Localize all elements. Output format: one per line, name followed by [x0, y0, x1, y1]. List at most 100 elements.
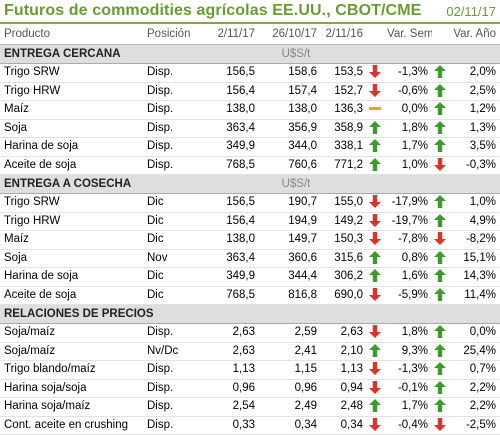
table-row: Trigo HRW Disp. 156,4 157,4 152,7 -0,6% 2,5%: [0, 82, 500, 101]
cell-producto: Harina soja/soja: [0, 379, 143, 398]
section-title: ENTREGA CERCANA: [0, 44, 209, 64]
arrow-up-icon: [434, 65, 446, 79]
cell-producto: Soja/maíz: [0, 342, 143, 361]
cell-value-current: 349,9: [209, 267, 259, 287]
cell-value-current: 2,54: [209, 397, 259, 417]
cell-posicion: Disp.: [143, 416, 209, 435]
cell-value-current: 156,4: [209, 212, 259, 231]
cell-value-year-ago: 306,2: [321, 267, 367, 287]
cell-posicion: Disp.: [143, 137, 209, 157]
column-header-var-sem: Var. Sem.: [383, 24, 432, 45]
cell-value-year-ago: 0,94: [321, 379, 367, 398]
arrow-down-icon: [369, 213, 381, 227]
arrow-up-icon: [369, 399, 381, 413]
cell-value-week-ago: 157,4: [259, 82, 321, 101]
cell-value-year-ago: 338,1: [321, 137, 367, 157]
cell-value-week-ago: 360,6: [259, 249, 321, 268]
cell-var-anio: -2,5%: [448, 416, 500, 435]
cell-var-sem: 0,8%: [383, 249, 432, 268]
arrow-up-icon: [434, 362, 446, 376]
table-row: Harina soja/soja Disp. 0,96 0,96 0,94 -0,1% 2,…: [0, 379, 500, 398]
cell-value-current: 768,5: [209, 286, 259, 305]
cell-producto: Trigo HRW: [0, 212, 143, 231]
cell-value-current: 0,96: [209, 379, 259, 398]
cell-value-year-ago: 315,6: [321, 249, 367, 268]
cell-var-sem: 1,0%: [383, 156, 432, 175]
cell-var-anio: -8,2%: [448, 230, 500, 250]
arrow-down-icon: [369, 65, 381, 79]
cell-value-current: 138,0: [209, 230, 259, 250]
cell-value-year-ago: 152,7: [321, 82, 367, 101]
cell-value-week-ago: 138,0: [259, 100, 321, 120]
cell-value-week-ago: 2,59: [259, 323, 321, 343]
cell-value-year-ago: 150,3: [321, 230, 367, 250]
cell-producto: Trigo SRW: [0, 193, 143, 213]
cell-producto: Maíz: [0, 100, 143, 120]
cell-var-sem: -17,9%: [383, 193, 432, 213]
arrow-up-icon: [434, 102, 446, 116]
section-unit: U$S/t: [209, 174, 383, 194]
futures-table: Producto Posición 2/11/17 26/10/17 2/11/…: [0, 24, 500, 435]
arrow-up-icon: [434, 250, 446, 264]
cell-posicion: Dic: [143, 267, 209, 287]
cell-value-week-ago: 2,49: [259, 397, 321, 417]
cell-posicion: Disp.: [143, 119, 209, 138]
arrow-up-icon: [369, 250, 381, 264]
cell-var-anio: 2,5%: [448, 82, 500, 101]
cell-value-year-ago: 771,2: [321, 156, 367, 175]
cell-var-sem: 1,7%: [383, 137, 432, 157]
cell-producto: Maíz: [0, 230, 143, 250]
cell-value-year-ago: 1,13: [321, 360, 367, 380]
cell-var-sem: 1,7%: [383, 397, 432, 417]
cell-var-anio: 15,1%: [448, 249, 500, 268]
column-header-date2: 26/10/17: [259, 24, 321, 45]
cell-value-week-ago: 0,96: [259, 379, 321, 398]
cell-var-sem: -0,1%: [383, 379, 432, 398]
cell-var-anio: 1,0%: [448, 193, 500, 213]
cell-value-year-ago: 0,34: [321, 416, 367, 435]
arrow-up-icon: [369, 343, 381, 357]
arrow-up-icon: [434, 120, 446, 134]
cell-var-sem: 1,6%: [383, 267, 432, 287]
cell-value-year-ago: 2,48: [321, 397, 367, 417]
arrow-down-icon: [369, 362, 381, 376]
cell-posicion: Nov: [143, 249, 209, 268]
arrow-up-icon: [369, 120, 381, 134]
arrow-down-icon: [434, 232, 446, 246]
arrow-down-icon: [369, 232, 381, 246]
arrow-up-icon: [434, 380, 446, 394]
table-row: Soja Nov 363,4 360,6 315,6 0,8% 15,1%: [0, 249, 500, 268]
cell-value-week-ago: 344,0: [259, 137, 321, 157]
cell-value-current: 156,4: [209, 82, 259, 101]
table-row: Trigo HRW Dic 156,4 194,9 149,2 -19,7% 4,9%: [0, 212, 500, 231]
cell-posicion: Dic: [143, 212, 209, 231]
title-bar: Futuros de commodities agrícolas EE.UU.,…: [0, 0, 500, 24]
table-row: Trigo SRW Disp. 156,5 158,6 153,5 -1,3% 2,0%: [0, 63, 500, 83]
cell-value-week-ago: 816,8: [259, 286, 321, 305]
cell-producto: Soja: [0, 249, 143, 268]
cell-posicion: Disp.: [143, 360, 209, 380]
cell-producto: Harina de soja: [0, 137, 143, 157]
cell-var-sem: 0,0%: [383, 100, 432, 120]
cell-var-anio: 3,5%: [448, 137, 500, 157]
cell-posicion: Disp.: [143, 156, 209, 175]
cell-producto: Harina soja/maíz: [0, 397, 143, 417]
cell-producto: Aceite de soja: [0, 156, 143, 175]
cell-value-current: 2,63: [209, 342, 259, 361]
cell-value-current: 156,5: [209, 63, 259, 83]
table-row: Soja/maíz Disp. 2,63 2,59 2,63 1,8% 0,0%: [0, 323, 500, 343]
cell-value-current: 0,33: [209, 416, 259, 435]
cell-value-week-ago: 158,6: [259, 63, 321, 83]
cell-var-anio: 4,9%: [448, 212, 500, 231]
arrow-down-icon: [369, 287, 381, 301]
cell-var-sem: -1,3%: [383, 360, 432, 380]
cell-posicion: Dic: [143, 193, 209, 213]
section-header: ENTREGA A COSECHA U$S/t: [0, 174, 500, 194]
cell-value-week-ago: 0,34: [259, 416, 321, 435]
flat-dash-icon: [369, 102, 381, 115]
cell-value-week-ago: 344,4: [259, 267, 321, 287]
cell-producto: Harina de soja: [0, 267, 143, 287]
cell-value-current: 138,0: [209, 100, 259, 120]
cell-posicion: Dic: [143, 286, 209, 305]
column-header-date3: 2/11/16: [321, 24, 367, 45]
